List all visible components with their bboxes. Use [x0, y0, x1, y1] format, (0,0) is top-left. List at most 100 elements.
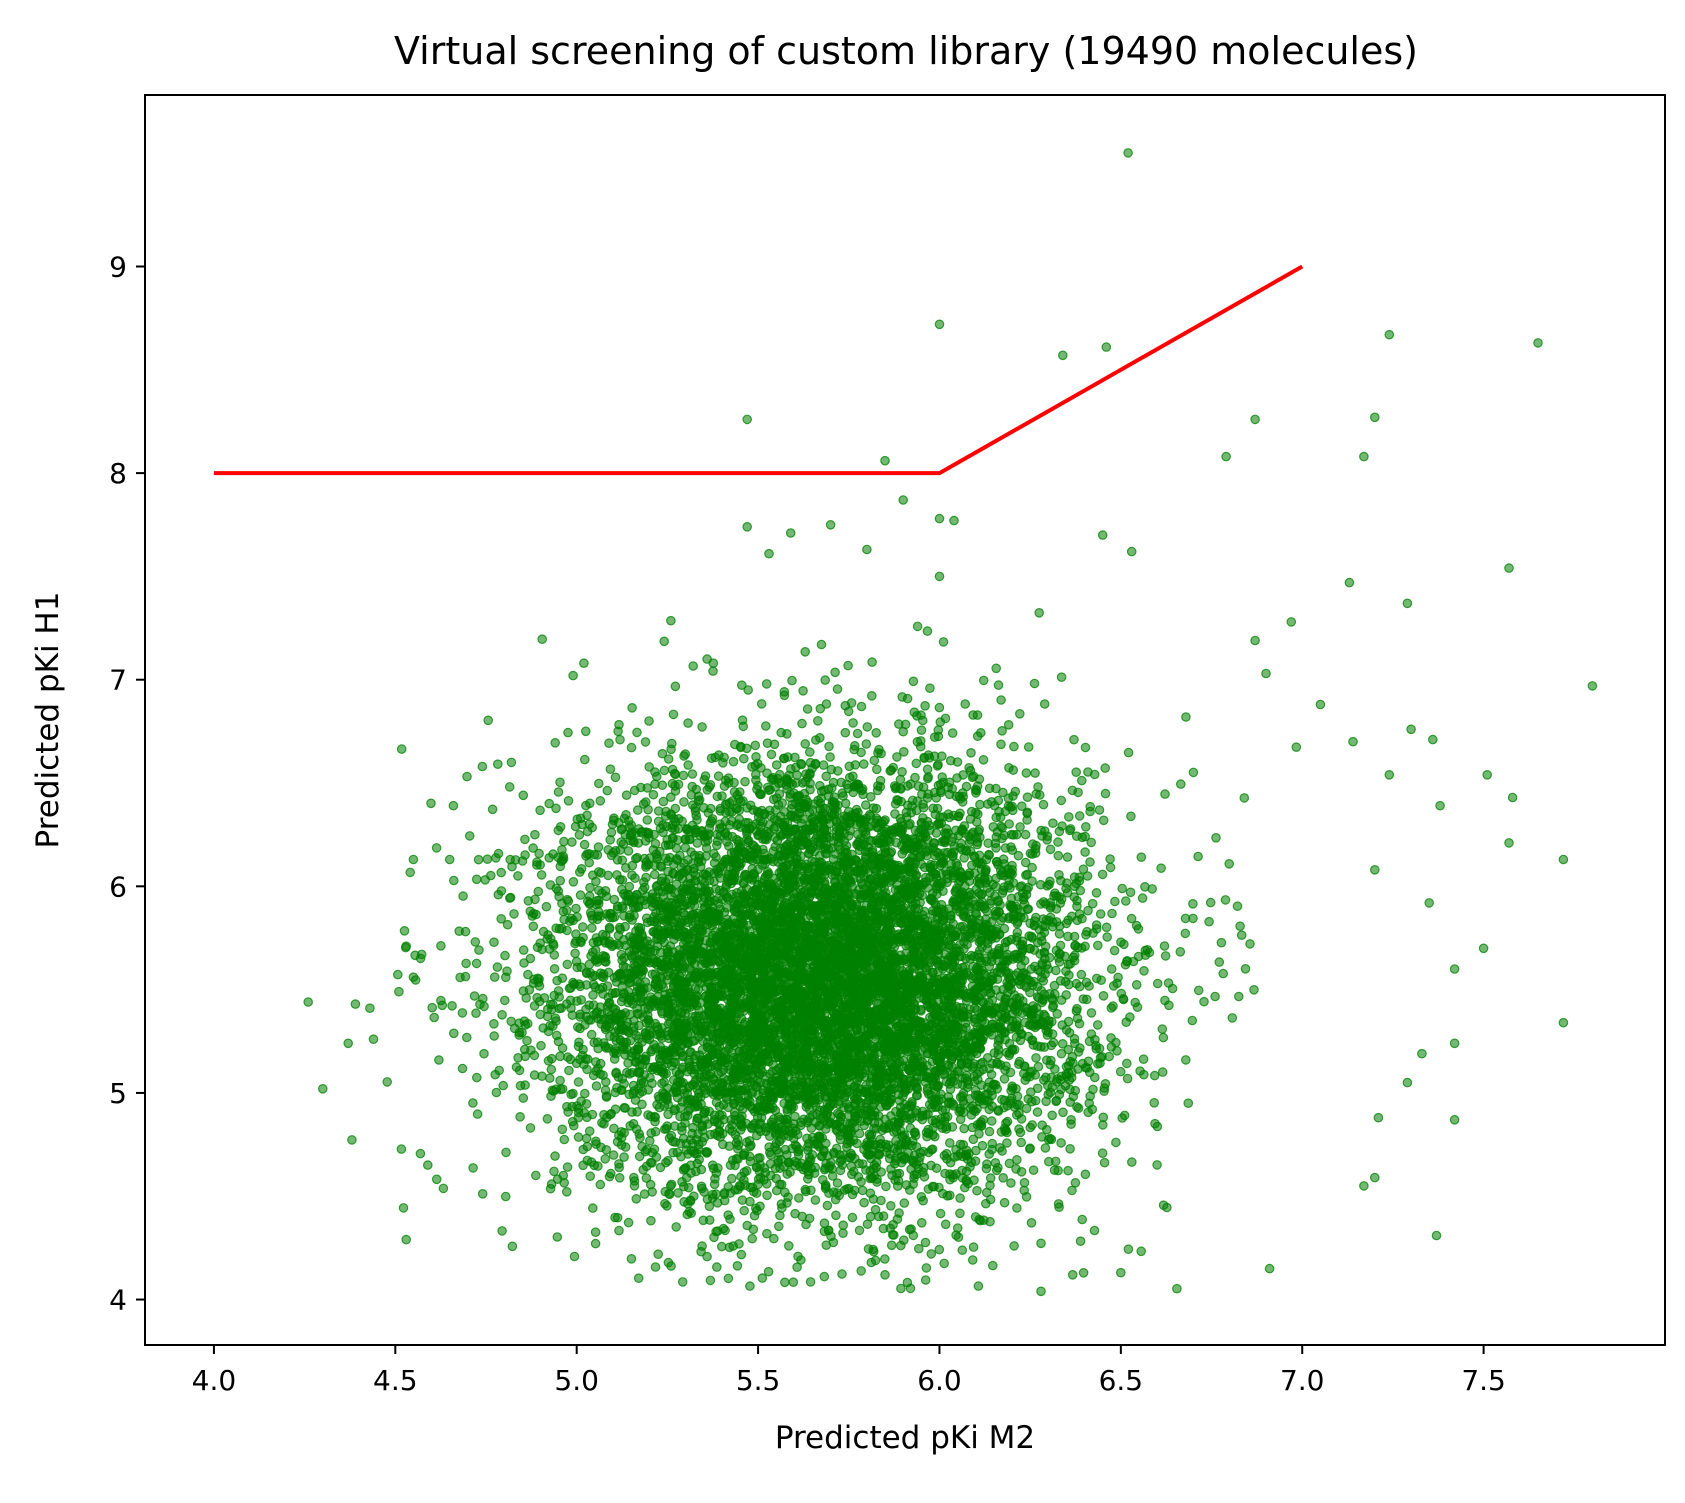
scatter-point [899, 1198, 910, 1208]
scatter-point [496, 867, 506, 878]
scatter-point [396, 744, 407, 754]
scatter-point [1054, 826, 1065, 837]
scatter-point [1013, 850, 1024, 861]
scatter-point [955, 1208, 965, 1219]
scatter-point [736, 1249, 747, 1260]
scatter-point [471, 958, 482, 969]
scatter-point [812, 715, 823, 726]
scatter-point [544, 798, 554, 809]
scatter-point [1092, 1020, 1103, 1030]
scatter-point [881, 1181, 891, 1192]
scatter-point [555, 1051, 565, 1062]
scatter-point [766, 749, 777, 760]
scatter-point [595, 1179, 606, 1190]
scatter-point [1121, 1017, 1131, 1027]
scatter-point [1094, 805, 1105, 815]
scatter-point [663, 754, 674, 764]
scatter-point [564, 1065, 574, 1076]
scatter-point [1111, 1037, 1121, 1048]
scatter-point [1291, 742, 1302, 752]
scatter-point [579, 754, 590, 765]
scatter-point [709, 1232, 719, 1243]
scatter-point [489, 972, 500, 982]
scatter-point [498, 1080, 508, 1091]
scatter-point [537, 1071, 547, 1081]
scatter-point [555, 777, 565, 788]
scatter-point [668, 1147, 678, 1158]
scatter-point [593, 778, 604, 789]
scatter-point [1072, 1013, 1083, 1024]
scatter-point [536, 1040, 546, 1051]
scatter-point [551, 803, 561, 814]
scatter-point [1122, 1058, 1132, 1069]
scatter-point [416, 949, 427, 960]
scatter-point [624, 1069, 635, 1079]
scatter-point [538, 1023, 548, 1033]
scatter-point [1158, 1032, 1169, 1043]
scatter-point [1011, 829, 1022, 840]
scatter-point [522, 1035, 532, 1046]
scatter-point [717, 791, 727, 801]
scatter-point [1030, 848, 1041, 858]
scatter-point [985, 1173, 996, 1183]
scatter-point [461, 1032, 472, 1043]
scatter-point [1081, 821, 1091, 832]
scatter-point [997, 725, 1007, 736]
scatter-point [819, 1271, 830, 1282]
scatter-point [771, 760, 782, 770]
scatter-point [585, 1171, 595, 1181]
scatter-point [688, 1191, 699, 1201]
scatter-point [1096, 975, 1106, 985]
scatter-point [1210, 991, 1220, 1002]
scatter-point [535, 805, 545, 816]
scatter-point [683, 1182, 694, 1193]
scatter-point [489, 1031, 499, 1041]
scatter-point [1032, 1107, 1043, 1117]
scatter-point [1028, 839, 1038, 849]
scatter-point [427, 1002, 437, 1013]
scatter-point [934, 1244, 945, 1255]
scatter-point [571, 903, 581, 914]
scatter-point [844, 761, 855, 772]
scatter-point [489, 1018, 499, 1029]
scatter-point [862, 722, 873, 732]
scatter-point [436, 940, 446, 951]
scatter-point [821, 1240, 832, 1250]
scatter-point [723, 1210, 733, 1220]
scatter-point [860, 800, 871, 810]
scatter-point [515, 1112, 525, 1122]
scatter-point [655, 1162, 666, 1173]
scatter-point [500, 1191, 511, 1202]
scatter-point [469, 991, 480, 1001]
scatter-point [615, 924, 626, 935]
scatter-point [1006, 1178, 1016, 1188]
scatter-point [501, 1147, 511, 1158]
scatter-point [825, 752, 835, 762]
scatter-point [1193, 851, 1203, 862]
scatter-point [705, 1275, 716, 1286]
scatter-point [492, 759, 503, 769]
scatter-point [788, 1277, 799, 1287]
scatter-point [1058, 1107, 1068, 1118]
scatter-point [1109, 945, 1120, 956]
scatter-point [697, 722, 707, 732]
scatter-point [434, 1055, 444, 1065]
scatter-point [848, 718, 858, 728]
scatter-point [474, 945, 484, 955]
scatter-point [1069, 734, 1079, 745]
scatter-point [610, 772, 621, 783]
scatter-point [1216, 937, 1227, 948]
scatter-point [1074, 811, 1085, 821]
scatter-point [920, 700, 930, 711]
scatter-point [993, 680, 1004, 690]
scatter-point [854, 1225, 865, 1236]
scatter-point [580, 726, 591, 737]
scatter-point [763, 1266, 774, 1277]
scatter-point [347, 1135, 357, 1145]
scatter-point [856, 701, 867, 712]
scatter-point [1104, 1051, 1114, 1062]
scatter-point [509, 909, 519, 919]
scatter-point [458, 891, 468, 901]
scatter-point [500, 950, 510, 961]
